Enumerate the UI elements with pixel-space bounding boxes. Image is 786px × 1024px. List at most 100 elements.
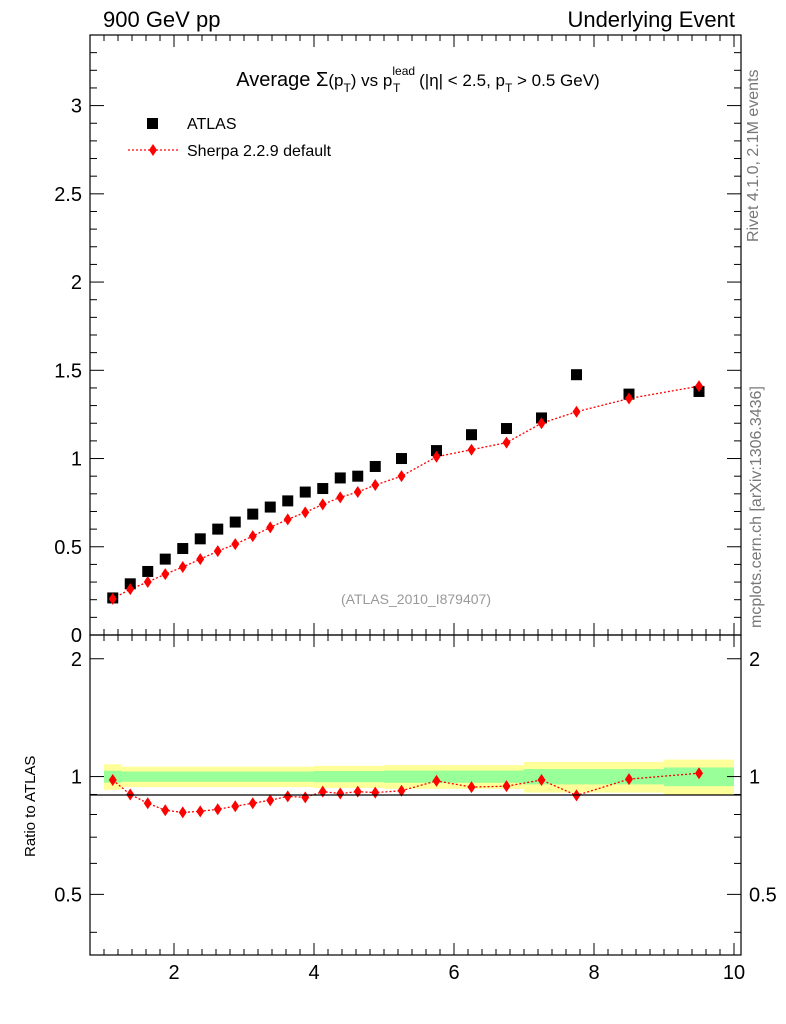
ratio-y-tick-label-right: 2 [749, 649, 760, 671]
mc-point [467, 443, 476, 456]
data-point [431, 445, 442, 457]
mc-point [126, 583, 135, 596]
mc-point [178, 561, 187, 574]
header-left: 900 GeV pp [103, 7, 221, 32]
data-point [396, 453, 407, 465]
x-tick-label: 10 [723, 962, 745, 984]
mc-point [353, 486, 362, 499]
ratio-point [502, 780, 511, 793]
ratio-y-tick-label-right: 0.5 [749, 884, 777, 906]
ratio-point [283, 790, 292, 803]
mc-point [625, 392, 633, 405]
ratio-point [301, 791, 310, 804]
mc-point [108, 592, 117, 605]
ratio-band-inner [121, 771, 314, 782]
data-point [212, 523, 224, 535]
data-point [299, 486, 311, 498]
ratio-point [231, 800, 240, 813]
title-lead-sub: T [393, 81, 401, 95]
data-point [317, 483, 329, 495]
analysis-watermark: (ATLAS_2010_I879407) [341, 591, 491, 607]
data-point [159, 553, 171, 565]
data-point [282, 495, 294, 507]
data-point [247, 508, 259, 520]
ratio-point [213, 803, 222, 816]
plot-title: Average Σ(pT) vs plead T (|η| < 2.5, pT >… [236, 64, 599, 95]
title-lead-sup: lead [392, 64, 415, 78]
ratio-band-inner [314, 771, 384, 783]
x-tick-label: 4 [308, 962, 319, 984]
ratio-y-tick-label-right: 1 [749, 767, 760, 789]
mc-point [301, 506, 310, 519]
ratio-y-tick-label: 1 [71, 767, 82, 789]
x-tick-label: 8 [588, 962, 599, 984]
data-point [194, 533, 206, 545]
y-tick-label: 2 [71, 272, 82, 294]
mc-point [397, 470, 406, 483]
y-tick-label: 2.5 [54, 184, 82, 206]
mc-point [371, 479, 380, 491]
ratio-point [336, 787, 345, 800]
mc-point [248, 530, 257, 543]
mc-point [283, 513, 292, 526]
legend-data-label: ATLAS [187, 116, 237, 133]
title-vs: vs p [356, 71, 392, 90]
header-right: Underlying Event [567, 7, 735, 32]
mc-point [572, 405, 581, 418]
mc-point [537, 417, 546, 430]
title-sigma: Σ [316, 69, 328, 91]
ratio-point [537, 773, 546, 786]
legend-mc-marker [149, 144, 157, 156]
y-tick-label: 3 [71, 96, 82, 118]
ratio-band-inner [524, 769, 664, 785]
title-pt-close: ) [351, 71, 357, 90]
mc-point [695, 380, 703, 393]
data-point [264, 501, 276, 513]
ratio-point [161, 804, 170, 817]
mc-point [231, 538, 240, 551]
mc-point [318, 498, 327, 511]
data-point [571, 369, 582, 381]
ratio-point [196, 805, 205, 818]
x-tick-label: 6 [448, 962, 459, 984]
mc-point [143, 576, 152, 589]
ratio-point [178, 806, 187, 819]
title-cut-sub: T [505, 81, 513, 95]
data-point [177, 543, 189, 555]
ratio-y-tick-label: 2 [71, 649, 82, 671]
ratio-y-tick-label: 0.5 [54, 884, 82, 906]
mc-point [196, 553, 205, 566]
y-tick-label: 0.5 [54, 537, 82, 559]
y-tick-label: 1 [71, 449, 82, 471]
mc-point [161, 568, 170, 581]
mc-point [502, 436, 511, 449]
title-pt-sub: T [343, 81, 351, 95]
ratio-point [695, 767, 703, 780]
y-tick-label: 1.5 [54, 360, 82, 382]
ratio-point [397, 784, 406, 797]
mc-point [266, 521, 275, 534]
title-cut-end: > 0.5 GeV) [512, 71, 599, 90]
ratio-point [371, 786, 380, 799]
mc-series-line [112, 385, 700, 600]
ratio-point [467, 781, 476, 794]
mc-point [432, 450, 441, 463]
mc-point [336, 491, 345, 504]
ratio-point [266, 794, 275, 807]
ratio-point [143, 797, 152, 810]
title-prefix: Average [236, 69, 316, 91]
data-point [369, 460, 381, 472]
title-cut: (|η| < 2.5, p [414, 71, 505, 90]
data-point [501, 423, 512, 435]
data-point [142, 565, 154, 577]
data-point [229, 516, 241, 528]
ratio-point [108, 773, 117, 786]
title-pt-open: (p [328, 71, 343, 90]
data-point [466, 429, 477, 441]
data-point [334, 472, 346, 484]
ratio-band-inner [384, 770, 524, 783]
ratio-point [625, 773, 633, 786]
legend-data-marker [147, 118, 158, 129]
legend-mc-label: Sherpa 2.2.9 default [187, 143, 332, 160]
